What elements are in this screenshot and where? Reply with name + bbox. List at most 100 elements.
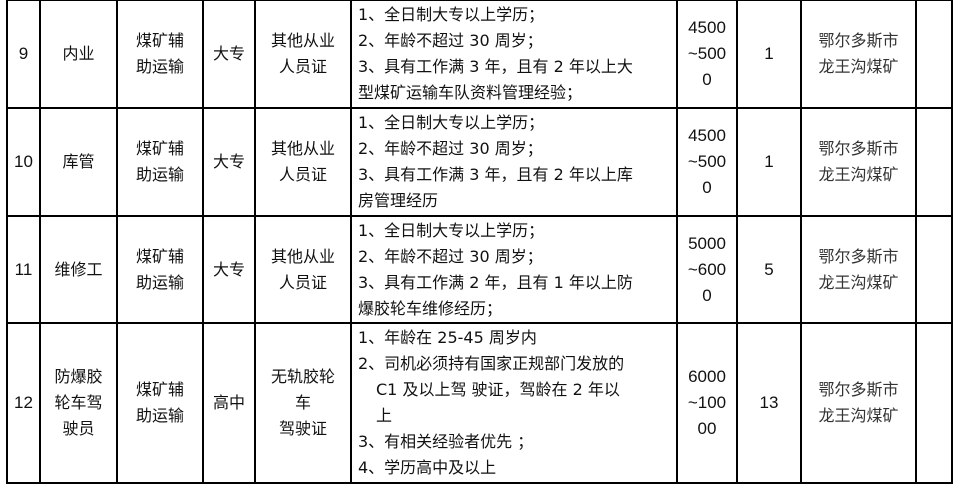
cell-line: 鄂尔多斯市 <box>818 246 899 266</box>
position-name: 内业 <box>39 0 118 109</box>
cell-line: 鄂尔多斯市 <box>818 380 899 399</box>
cell-line: 高中 <box>212 393 245 412</box>
cell-line: 3、具有工作满 3 年，且有 2 年以上大 <box>358 57 633 76</box>
cell-line: 00 <box>697 419 717 438</box>
cell-line: 0 <box>702 178 712 197</box>
cell-line: 轮车驾 <box>54 393 103 412</box>
cell-line: 2、年龄不超过 30 周岁； <box>358 246 543 266</box>
table-row: 10 库管 煤矿辅 助运输 大专 其他从业 人员证 1、全日制大专以上学历； 2、年龄不超过 3… <box>6 107 953 217</box>
certificate: 无轨胶轮车驾驶证 <box>254 322 352 484</box>
row-number: 12 <box>6 322 41 484</box>
recruitment-table: 9 内业 煤矿辅 助运输 大专 其他从业 人员证 1、全日制大专以上学历； 2、年龄不超过 30… <box>6 0 953 484</box>
salary: 5000 ~600 0 <box>676 215 738 324</box>
table-row: 9 内业 煤矿辅 助运输 大专 其他从业 人员证 1、全日制大专以上学历； 2、年龄不超过 30… <box>6 0 953 109</box>
cell-line: 2、年龄不超过 30 周岁； <box>358 139 543 158</box>
cell-line: C1 及以上驾 驶证，驾龄在 2 年以 <box>376 380 620 399</box>
cell-line: 10 <box>14 152 33 171</box>
cell-line: 4500 <box>688 18 726 37</box>
education: 高中 <box>202 322 256 484</box>
table-row: 11 维修工 煤矿辅 助运输 大专 其他从业 人员证 1、全日制大专以上学历； 2、年龄不超过 … <box>6 215 953 324</box>
cell-line: ~500 <box>687 152 727 171</box>
cell-line: 房管理经历 <box>358 191 439 210</box>
cell-line: 助运输 <box>135 272 184 292</box>
cell-line: 鄂尔多斯市 <box>818 139 899 158</box>
cell-line: 0 <box>702 285 712 305</box>
note <box>915 215 953 324</box>
cell-line: 煤矿辅 <box>135 31 184 50</box>
position-name: 防爆胶 轮车驾 驶员 <box>39 322 118 484</box>
certificate: 其他从业 人员证 <box>254 215 352 324</box>
cell-line: 维修工 <box>54 259 103 279</box>
cell-line: 助运输 <box>135 57 184 76</box>
cell-line: 11 <box>14 259 33 279</box>
requirements: 1、全日制大专以上学历； 2、年龄不超过 30 周岁； 3、具有工作满 3 年，且有… <box>350 107 678 217</box>
position-name: 库管 <box>39 107 118 217</box>
category: 煤矿辅 助运输 <box>116 322 204 484</box>
cell-line: 1 <box>764 44 774 63</box>
cell-line: 2、年龄不超过 30 周岁； <box>358 31 543 50</box>
cell-line: 助运输 <box>135 165 184 184</box>
education: 大专 <box>202 107 256 217</box>
education: 大专 <box>202 0 256 109</box>
headcount: 1 <box>736 107 802 217</box>
work-location: 鄂尔多斯市 龙王沟煤矿 <box>800 0 917 109</box>
work-location: 鄂尔多斯市龙王沟煤矿 <box>800 215 917 324</box>
cell-line: 大专 <box>212 44 245 63</box>
cell-line: 爆胶轮车维修经历； <box>358 298 503 318</box>
certificate: 其他从业 人员证 <box>254 107 352 217</box>
cell-line: 大专 <box>212 259 245 279</box>
requirements: 1、全日制大专以上学历； 2、年龄不超过 30 周岁； 3、具有工作满 2 年，且有… <box>350 215 678 324</box>
cell-line: 1、年龄在 25-45 周岁内 <box>358 328 537 347</box>
cell-line: 龙王沟煤矿 <box>818 165 899 184</box>
cell-line: 煤矿辅 <box>135 380 184 399</box>
category: 煤矿辅 助运输 <box>116 0 204 109</box>
requirements: 1、年龄在 25-45 周岁内 2、司机必须持有国家正规部门发放的 C1 及以上驾 … <box>350 322 678 484</box>
cell-line: 其他从业 <box>270 31 335 50</box>
cell-line: 大专 <box>212 152 245 171</box>
cell-line: 煤矿辅 <box>135 246 184 266</box>
cell-line: 库管 <box>62 152 95 171</box>
work-location: 鄂尔多斯市龙王沟煤矿 <box>800 107 917 217</box>
cell-line: 龙王沟煤矿 <box>818 57 899 76</box>
position-name: 维修工 <box>39 215 118 324</box>
cell-line: 内业 <box>62 44 95 63</box>
certificate: 其他从业 人员证 <box>254 0 352 109</box>
cell-line: 上 <box>376 406 393 425</box>
cell-line: 1、全日制大专以上学历； <box>358 113 545 132</box>
cell-line: 3、具有工作满 3 年，且有 2 年以上库 <box>358 165 633 184</box>
cell-line: 9 <box>18 44 29 63</box>
cell-line: 4、学历高中及以上 <box>358 458 497 477</box>
cell-line: 6000 <box>688 367 726 386</box>
row-number: 10 <box>6 107 41 217</box>
category: 煤矿辅 助运输 <box>116 215 204 324</box>
cell-line: 2、司机必须持有国家正规部门发放的 <box>358 354 625 373</box>
cell-line: 型煤矿运输车队资料管理经验； <box>358 83 583 102</box>
cell-line: 龙王沟煤矿 <box>818 272 899 292</box>
cell-line: 煤矿辅 <box>135 139 184 158</box>
cell-line: 13 <box>759 393 779 412</box>
cell-line: ~500 <box>687 44 727 63</box>
cell-line: 1、全日制大专以上学历； <box>358 220 545 240</box>
salary: 6000 ~100 00 <box>676 322 738 484</box>
cell-line: 4500 <box>688 126 726 145</box>
cell-line: 防爆胶 <box>54 367 103 386</box>
cell-line: ~600 <box>687 259 727 279</box>
row-number: 9 <box>6 0 41 109</box>
cell-line: 人员证 <box>278 272 327 292</box>
salary: 4500 ~500 0 <box>676 107 738 217</box>
table-row: 12 防爆胶 轮车驾 驶员 煤矿辅 助运输 高中 无轨胶轮车驾驶证 1、年龄在 25-45 周岁… <box>6 322 953 484</box>
cell-line: 人员证 <box>278 165 327 184</box>
cell-line: 助运输 <box>135 406 184 425</box>
cell-line: 0 <box>702 70 712 89</box>
note <box>915 107 953 217</box>
cell-line: 1 <box>764 152 774 171</box>
cell-line: 龙王沟煤矿 <box>818 406 899 425</box>
cell-line: 1、全日制大专以上学历； <box>358 5 545 24</box>
headcount: 5 <box>736 215 802 324</box>
work-location: 鄂尔多斯市龙王沟煤矿 <box>800 322 917 484</box>
education: 大专 <box>202 215 256 324</box>
cell-line: 5000 <box>688 233 726 253</box>
note <box>915 322 953 484</box>
salary: 4500 ~500 0 <box>676 0 738 109</box>
row-number: 11 <box>6 215 41 324</box>
